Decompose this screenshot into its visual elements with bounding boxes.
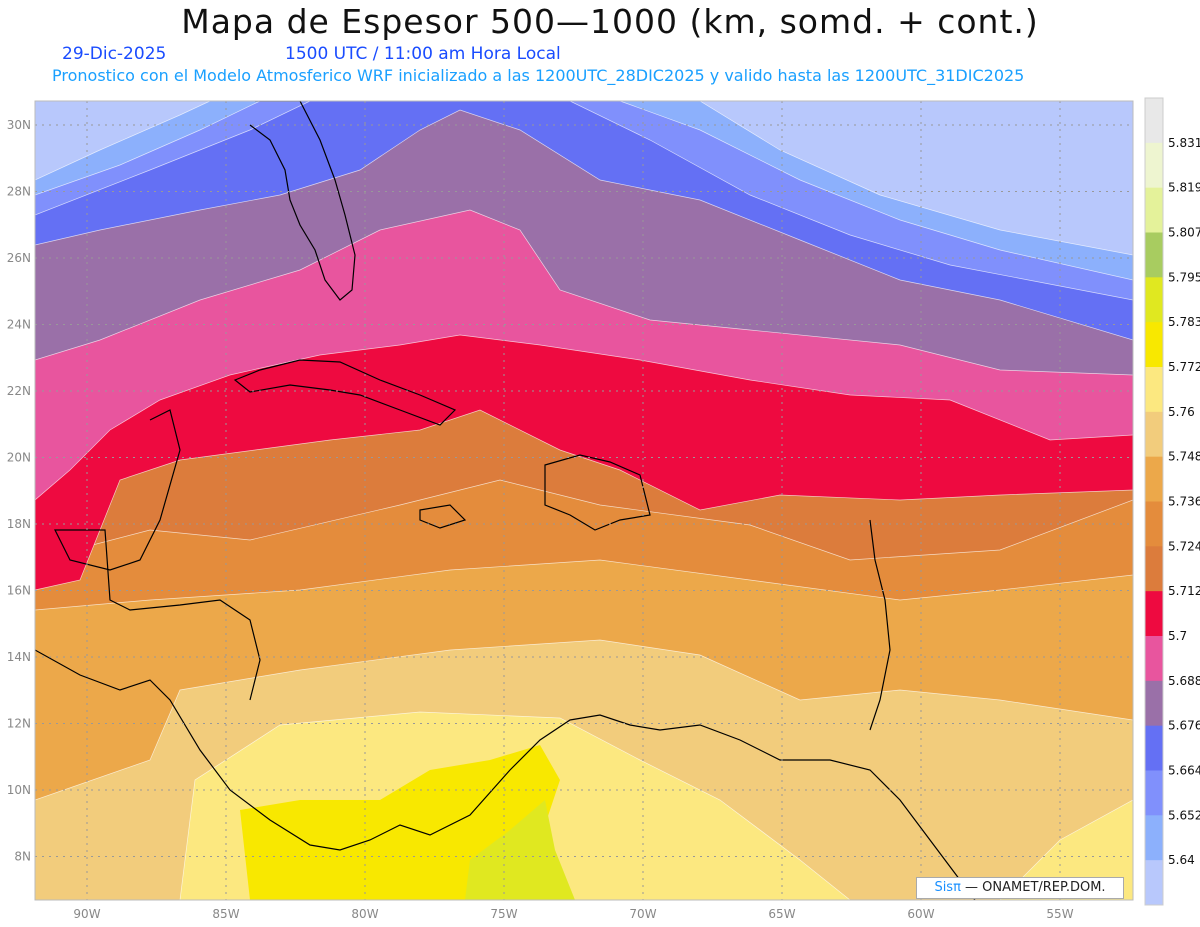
- colorbar-swatch: [1145, 770, 1163, 816]
- lat-label: 10N: [7, 783, 31, 797]
- band: [967, 413, 981, 437]
- colorbar-swatch: [1145, 860, 1163, 906]
- colorbar-label: 5.748: [1168, 450, 1200, 464]
- lon-label: 55W: [1046, 907, 1073, 921]
- band: [465, 800, 575, 900]
- lat-label: 26N: [7, 251, 31, 265]
- colorbar-label: 5.736: [1168, 495, 1200, 509]
- colorbar-label: 5.652: [1168, 808, 1200, 822]
- colorbar-label: 5.7: [1168, 629, 1187, 643]
- colorbar-label: 5.831: [1168, 136, 1200, 150]
- lon-label: 70W: [629, 907, 656, 921]
- forecast-time: 1500 UTC / 11:00 am Hora Local: [285, 44, 561, 64]
- colorbar-label: 5.795: [1168, 270, 1200, 284]
- graticule: [35, 101, 1133, 900]
- lat-label: 12N: [7, 717, 31, 731]
- credit-brand: Sisπ: [934, 880, 961, 895]
- lon-label: 80W: [351, 907, 378, 921]
- lon-label: 65W: [768, 907, 795, 921]
- colorbar-label: 5.76: [1168, 405, 1195, 419]
- colorbar-swatch: [1145, 591, 1163, 637]
- map-frame: [34, 100, 1134, 901]
- colorbar-label: 5.64: [1168, 853, 1195, 867]
- colorbar-label: 5.712: [1168, 584, 1200, 598]
- colorbar: 5.831 5.819 5.807 5.795 5.783 5.772 5.76 5.748 5…: [1144, 97, 1200, 906]
- forecast-date: 29-Dic-2025: [62, 44, 167, 64]
- colorbar-swatch: [1145, 680, 1163, 727]
- colorbar-swatch: [1145, 277, 1163, 323]
- lat-label: 28N: [7, 185, 31, 199]
- contour-bands: [35, 101, 1133, 900]
- colorbar-swatch: [1145, 725, 1163, 771]
- lat-label: 8N: [14, 850, 31, 864]
- lon-label: 90W: [73, 907, 100, 921]
- credit-box: Sisπ — ONAMET/REP.DOM.: [916, 877, 1124, 899]
- colorbar-label: 5.676: [1168, 719, 1200, 733]
- colorbar-swatch: [1145, 636, 1163, 682]
- band: [35, 101, 1133, 256]
- colorbar-frame: [1144, 97, 1164, 906]
- colorbar-swatch: [1145, 142, 1163, 189]
- colorbar-swatch: [1145, 322, 1163, 368]
- colorbar-swatch: [1145, 815, 1163, 861]
- lat-label: 30N: [7, 118, 31, 132]
- lon-label: 60W: [907, 907, 934, 921]
- map-title: Mapa de Espesor 500—1000 (km, somd. + co…: [181, 2, 1039, 41]
- colorbar-swatch: [1145, 411, 1163, 458]
- colorbar-swatch: [1145, 187, 1163, 233]
- colorbar-label: 5.664: [1168, 764, 1200, 778]
- credit-text: — ONAMET/REP.DOM.: [960, 880, 1106, 895]
- colorbar-swatch: [1145, 546, 1163, 592]
- coastlines: [35, 101, 976, 900]
- colorbar-label: 5.724: [1168, 539, 1200, 553]
- lat-label: 22N: [7, 384, 31, 398]
- colorbar-label: 5.807: [1168, 226, 1200, 240]
- lat-label: 18N: [7, 517, 31, 531]
- colorbar-label: 5.688: [1168, 674, 1200, 688]
- colorbar-label: 5.819: [1168, 181, 1200, 195]
- colorbar-swatch: [1145, 456, 1163, 502]
- colorbar-label: 5.783: [1168, 315, 1200, 329]
- colorbar-swatch: [1145, 98, 1163, 144]
- colorbar-swatch: [1145, 501, 1163, 547]
- colorbar-swatch: [1145, 367, 1163, 413]
- lat-label: 20N: [7, 451, 31, 465]
- forecast-subtitle: Pronostico con el Modelo Atmosferico WRF…: [52, 66, 1025, 85]
- lat-label: 14N: [7, 650, 31, 664]
- lon-label: 75W: [490, 907, 517, 921]
- colorbar-label: 5.772: [1168, 360, 1200, 374]
- colorbar-swatch: [1145, 232, 1163, 278]
- lat-label: 24N: [7, 318, 31, 332]
- lon-label: 85W: [212, 907, 239, 921]
- lat-label: 16N: [7, 584, 31, 598]
